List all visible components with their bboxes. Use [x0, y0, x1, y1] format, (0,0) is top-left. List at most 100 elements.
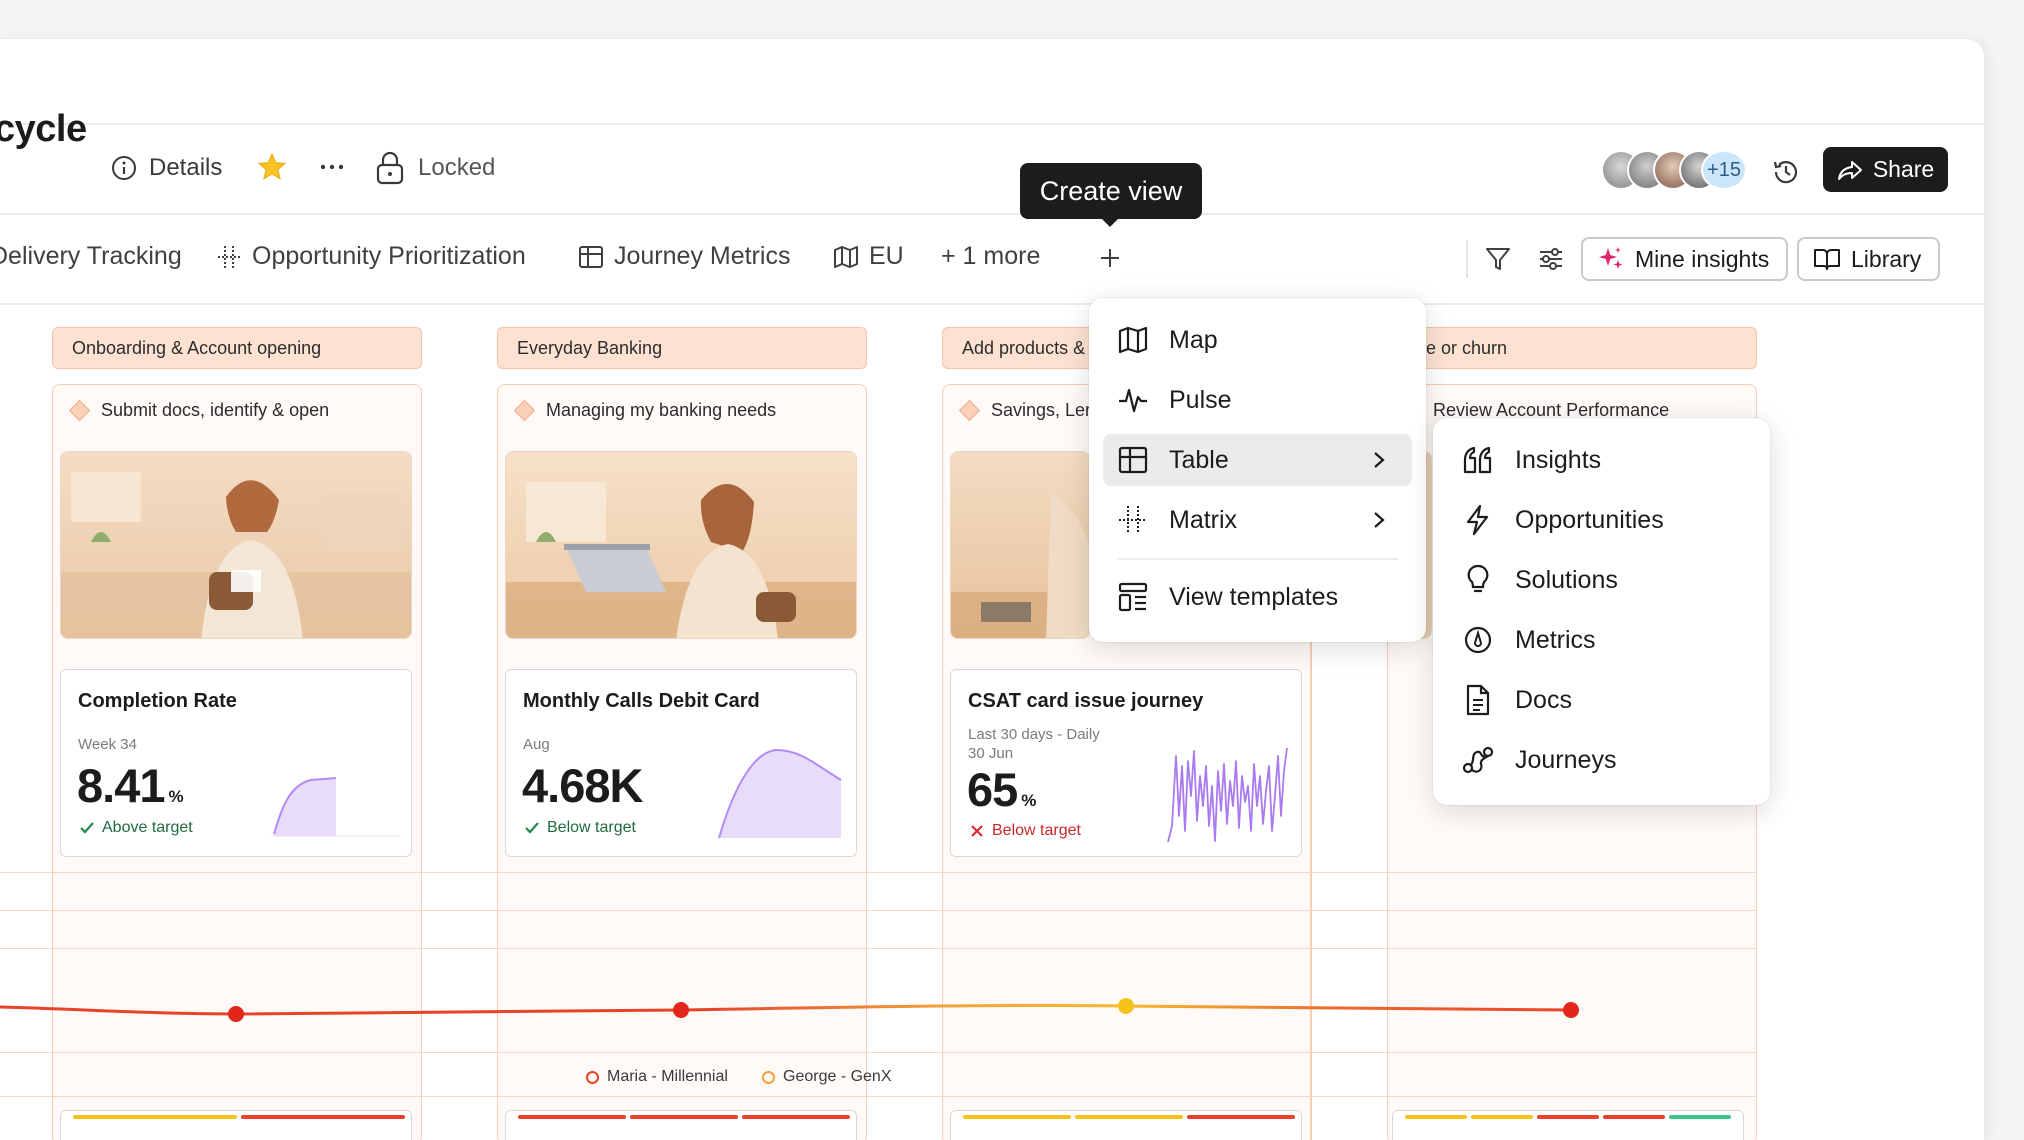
locked-button[interactable]: Locked	[374, 150, 495, 186]
sparkline-chart	[271, 777, 401, 837]
menu-item-pulse[interactable]: Pulse	[1103, 374, 1412, 426]
map-icon	[833, 244, 859, 270]
tab-journey-metrics[interactable]: Journey Metrics	[578, 242, 790, 271]
menu-item-label: Matrix	[1169, 505, 1238, 534]
stage-illustration	[60, 451, 412, 639]
row-line	[0, 872, 1757, 873]
metric-title: Monthly Calls Debit Card	[523, 690, 760, 712]
stage-illustration	[950, 451, 1090, 639]
table-icon	[578, 244, 604, 270]
submenu-item-solutions[interactable]: Solutions	[1447, 554, 1756, 606]
favorite-button[interactable]	[257, 152, 287, 182]
page-title: cycle	[0, 108, 87, 150]
submenu-item-label: Docs	[1515, 685, 1572, 714]
header-divider	[0, 123, 1984, 125]
persona-point	[228, 1006, 244, 1022]
menu-item-map[interactable]: Map	[1103, 314, 1412, 366]
opportunity-card[interactable]	[60, 1110, 412, 1140]
sparkline-chart	[1167, 747, 1288, 843]
opportunity-card[interactable]	[1392, 1110, 1744, 1140]
details-button[interactable]: Details	[111, 154, 222, 182]
metric-card[interactable]: Monthly Calls Debit Card Aug 4.68K Below…	[505, 669, 857, 857]
library-button[interactable]: Library	[1797, 237, 1940, 281]
stage-header[interactable]: Everyday Banking	[497, 327, 867, 369]
tab-label: EU	[869, 242, 904, 270]
journey-step[interactable]: Managing my banking needs	[513, 399, 776, 422]
legend-label: Maria - Millennial	[607, 1068, 728, 1085]
share-label: Share	[1872, 156, 1935, 182]
metric-period: Aug	[523, 736, 550, 753]
tab-eu[interactable]: EU	[833, 242, 904, 271]
opportunity-card[interactable]	[505, 1110, 857, 1140]
step-label: Submit docs, identify & open	[101, 400, 330, 420]
step-diamond-icon	[513, 399, 536, 422]
submenu-item-label: Opportunities	[1515, 505, 1664, 534]
tab-delivery-tracking[interactable]: Delivery Tracking	[0, 242, 182, 271]
tab-more[interactable]: + 1 more	[941, 242, 1040, 271]
document-icon	[1461, 684, 1495, 716]
row-line	[0, 1052, 1757, 1053]
metric-title: CSAT card issue journey	[968, 690, 1204, 712]
legend-label: George - GenX	[783, 1068, 892, 1085]
metric-status: Below target	[523, 819, 636, 837]
metric-status: Below target	[968, 822, 1081, 840]
stage-header[interactable]: ave or churn	[1387, 327, 1757, 369]
share-button[interactable]: Share	[1823, 147, 1948, 192]
metric-card[interactable]: CSAT card issue journey Last 30 days - D…	[950, 669, 1302, 857]
create-view-button[interactable]	[1097, 245, 1123, 271]
journey-step[interactable]: Savings, Len	[958, 399, 1096, 422]
metric-card[interactable]: Completion Rate Week 34 8.41% Above targ…	[60, 669, 412, 857]
submenu-item-opportunities[interactable]: Opportunities	[1447, 494, 1756, 546]
journey-step[interactable]: Submit docs, identify & open	[68, 399, 330, 422]
create-view-tooltip: Create view	[1020, 163, 1202, 227]
filter-icon	[1484, 245, 1512, 273]
details-label: Details	[149, 154, 223, 181]
legend-item[interactable]: George - GenX	[762, 1068, 892, 1086]
stage-header[interactable]: Onboarding & Account opening	[52, 327, 422, 369]
metric-period: Week 34	[78, 736, 137, 753]
metric-title: Completion Rate	[78, 690, 237, 712]
share-icon	[1837, 159, 1863, 181]
menu-item-label: View templates	[1169, 582, 1339, 611]
filter-button[interactable]	[1484, 245, 1512, 273]
more-horizontal-icon	[318, 154, 346, 180]
mine-insights-button[interactable]: Mine insights	[1581, 237, 1788, 281]
journey-icon	[1461, 744, 1495, 776]
step-label: Savings, Len	[991, 400, 1096, 420]
step-diamond-icon	[958, 399, 981, 422]
metric-date: 30 Jun	[968, 745, 1014, 762]
menu-item-label: Table	[1169, 445, 1229, 474]
opportunity-card[interactable]	[950, 1110, 1302, 1140]
legend-item[interactable]: Maria - Millennial	[586, 1068, 728, 1086]
history-button[interactable]	[1771, 157, 1801, 187]
submenu-item-insights[interactable]: Insights	[1447, 434, 1756, 486]
more-options-button[interactable]	[318, 154, 346, 180]
metric-period: Last 30 days - Daily	[968, 726, 1100, 743]
avatar-overflow-count[interactable]: +15	[1701, 150, 1747, 190]
locked-label: Locked	[418, 154, 496, 181]
submenu-item-docs[interactable]: Docs	[1447, 674, 1756, 726]
matrix-icon	[216, 244, 242, 270]
submenu-item-label: Solutions	[1515, 565, 1618, 594]
menu-item-table[interactable]: Table	[1103, 434, 1412, 486]
journey-step[interactable]: Review Account Performance	[1433, 400, 1669, 421]
step-label: Review Account Performance	[1433, 400, 1670, 420]
table-submenu: Insights Opportunities Solutions Metrics…	[1433, 418, 1770, 805]
toolbar-separator	[1466, 240, 1468, 278]
menu-item-view-templates[interactable]: View templates	[1103, 571, 1412, 623]
library-label: Library	[1851, 245, 1922, 272]
submenu-item-label: Journeys	[1515, 745, 1617, 774]
map-icon	[1117, 324, 1149, 356]
tab-opportunity-prioritization[interactable]: Opportunity Prioritization	[216, 242, 526, 271]
submenu-item-metrics[interactable]: Metrics	[1447, 614, 1756, 666]
toolbar-divider	[0, 303, 1984, 305]
persona-point	[1118, 998, 1134, 1014]
sparkline-chart	[718, 748, 842, 839]
tab-label: Delivery Tracking	[0, 242, 182, 270]
view-settings-button[interactable]	[1537, 245, 1565, 273]
submenu-item-journeys[interactable]: Journeys	[1447, 734, 1756, 786]
bolt-icon	[1461, 504, 1495, 536]
stage-illustration	[505, 451, 857, 639]
lock-icon	[374, 150, 406, 186]
menu-item-matrix[interactable]: Matrix	[1103, 494, 1412, 546]
